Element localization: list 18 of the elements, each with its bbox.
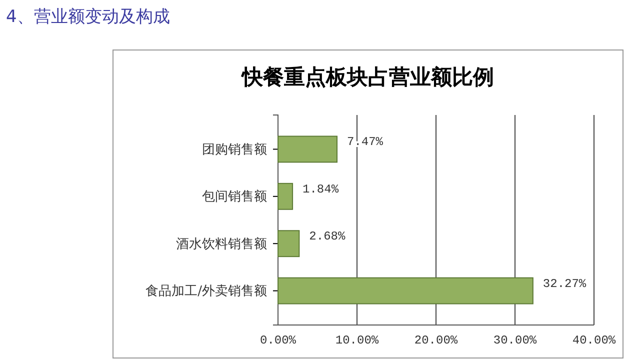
x-tick-label: 40.00% bbox=[572, 334, 616, 348]
bar bbox=[278, 136, 338, 163]
chart-title: 快餐重点板块占营业额比例 bbox=[240, 64, 494, 89]
data-label: 32.27% bbox=[542, 276, 587, 291]
x-tick-label: 10.00% bbox=[335, 334, 380, 348]
y-tick-label: 酒水饮料销售额 bbox=[176, 236, 267, 252]
text: 4、营业额变动及构成 bbox=[6, 7, 170, 27]
x-tick-label: 30.00% bbox=[493, 334, 538, 348]
bar bbox=[278, 230, 300, 258]
y-tick-label: 团购销售额 bbox=[202, 142, 267, 158]
y-tick-label: 食品加工/外卖销售额 bbox=[146, 284, 267, 299]
x-tick-label: 0.00% bbox=[260, 334, 297, 348]
x-tick-label: 20.00% bbox=[414, 334, 458, 348]
data-label: 2.68% bbox=[309, 230, 346, 244]
y-tick-label: 包间销售额 bbox=[202, 190, 267, 205]
data-label: 1.84% bbox=[302, 182, 340, 196]
bar bbox=[278, 182, 294, 210]
bar bbox=[278, 277, 534, 304]
